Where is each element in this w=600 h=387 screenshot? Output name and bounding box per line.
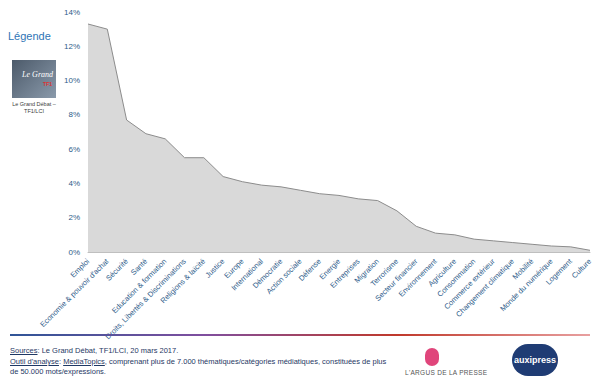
svg-text:2%: 2%: [68, 213, 80, 222]
svg-text:Logement: Logement: [544, 256, 575, 287]
svg-text:6%: 6%: [68, 145, 80, 154]
svg-text:Consommation: Consommation: [435, 256, 478, 299]
svg-text:Agriculture: Agriculture: [426, 256, 458, 289]
svg-text:Terrorisme: Terrorisme: [368, 256, 401, 289]
svg-text:Commerce extérieur: Commerce extérieur: [442, 256, 497, 312]
svg-text:Entreprises: Entreprises: [328, 256, 362, 290]
html-text:Le Grand Débat – TF1/LCI: Le Grand Débat – TF1/LCI: [12, 101, 56, 114]
svg-text:Changement climatique: Changement climatique: [454, 256, 516, 319]
html-text:auxipress: auxipress: [514, 355, 556, 365]
svg-text:Migration: Migration: [352, 256, 381, 285]
html-text:Légende: Légende: [8, 30, 51, 42]
svg-text:10%: 10%: [64, 76, 80, 85]
svg-text:14%: 14%: [64, 8, 80, 17]
svg-text:Santé: Santé: [128, 256, 150, 277]
svg-text:Environnement: Environnement: [396, 256, 439, 299]
svg-text:Culture: Culture: [570, 257, 593, 280]
svg-text:Education & formation: Education & formation: [110, 256, 169, 316]
svg-text:Religions & laïcité: Religions & laïcité: [159, 257, 207, 305]
html-text:Le Grand: Le Grand: [22, 70, 53, 79]
svg-text:Justice: Justice: [203, 257, 226, 280]
svg-text:International: International: [229, 256, 265, 293]
svg-text:4%: 4%: [68, 179, 80, 188]
html-text:L'ARGUS DE LA PRESSE: L'ARGUS DE LA PRESSE: [405, 369, 488, 376]
svg-text:Démocratie: Démocratie: [250, 256, 285, 291]
svg-text:Europe: Europe: [222, 256, 246, 281]
html-text:TF1: TF1: [43, 81, 52, 87]
svg-text:Secteur financier: Secteur financier: [373, 256, 420, 303]
svg-text:8%: 8%: [68, 110, 80, 119]
svg-text:Droits, Libertés & Discriminat: Droits, Libertés & Discriminations: [103, 257, 187, 341]
svg-text:0%: 0%: [68, 248, 80, 257]
html-text:Sources: Le Grand Débat, TF1/L: Sources: Le Grand Débat, TF1/LCI, 20 mar…: [10, 346, 179, 355]
svg-text:Mobilité: Mobilité: [510, 256, 536, 282]
html-text:Outil d'analyse: MediaTopics,: Outil d'analyse: MediaTopics, comprenant…: [10, 357, 387, 376]
svg-text:Action sociale: Action sociale: [264, 256, 304, 296]
svg-text:Economie & pouvoir d'achat: Economie & pouvoir d'achat: [38, 256, 111, 329]
svg-text:Emploi: Emploi: [68, 256, 92, 280]
svg-text:Sécurité: Sécurité: [104, 257, 130, 283]
svg-text:12%: 12%: [64, 42, 80, 51]
svg-text:Monde du numérique: Monde du numérique: [498, 257, 554, 313]
svg-text:Energie: Energie: [317, 256, 343, 282]
svg-text:Défense: Défense: [297, 257, 323, 283]
